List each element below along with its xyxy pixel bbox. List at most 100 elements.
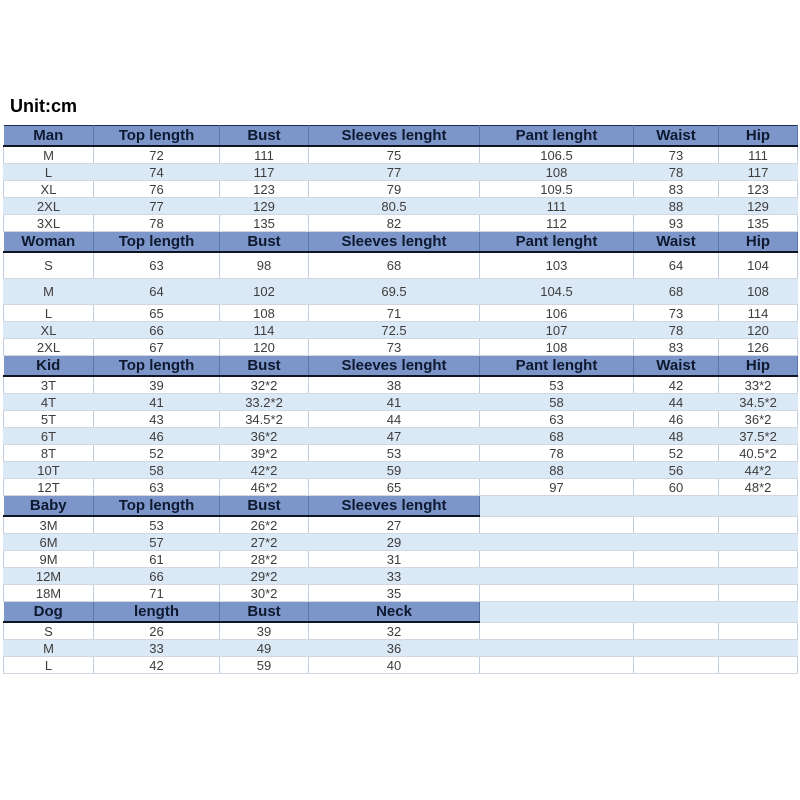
section-header-row-kid: Kid Top length Bust Sleeves lenght Pant leng… [3,355,798,377]
size-label-cell: S [3,622,94,640]
header-filler-cell [479,601,634,623]
table-row-kid-3T: 3T 39 32*2 38 53 42 33*2 [3,376,798,394]
table-row-woman-XL: XL 66 114 72.5 107 78 120 [3,321,798,339]
measurement-cell: 57 [93,533,220,551]
measurement-cell: 106.5 [479,146,634,164]
column-header-man-5: Waist [633,125,719,147]
table-row-dog-M: M 33 49 36 [3,639,798,657]
measurement-cell: 78 [93,214,220,232]
column-header-dog-3: Neck [308,601,480,623]
measurement-cell: 135 [718,214,798,232]
measurement-cell: 53 [479,376,634,394]
measurement-cell: 108 [479,338,634,356]
column-header-man-2: Bust [219,125,309,147]
size-chart-table: Man Top length Bust Sleeves lenght Pant leng… [3,125,798,674]
measurement-cell: 32 [308,622,480,640]
measurement-cell [718,550,798,568]
measurement-cell: 71 [93,584,220,602]
measurement-cell: 111 [718,146,798,164]
measurement-cell [479,567,634,585]
measurement-cell: 126 [718,338,798,356]
measurement-cell [479,533,634,551]
size-label-cell: L [3,163,94,181]
measurement-cell: 72 [93,146,220,164]
measurement-cell [633,622,719,640]
size-label-cell: M [3,278,94,305]
measurement-cell: 77 [93,197,220,215]
measurement-cell: 52 [93,444,220,462]
measurement-cell: 46 [93,427,220,445]
measurement-cell: 120 [718,321,798,339]
measurement-cell: 58 [479,393,634,411]
column-header-baby-1: Top length [93,495,220,517]
measurement-cell: 123 [718,180,798,198]
table-row-kid-10T: 10T 58 42*2 59 88 56 44*2 [3,461,798,479]
measurement-cell: 111 [219,146,309,164]
table-row-woman-S: S 63 98 68 103 64 104 [3,252,798,279]
column-header-dog-2: Bust [219,601,309,623]
measurement-cell: 36 [308,639,480,657]
measurement-cell: 60 [633,478,719,496]
section-title-woman: Woman [3,231,94,253]
measurement-cell: 103 [479,252,634,279]
column-header-baby-2: Bust [219,495,309,517]
size-label-cell: 6T [3,427,94,445]
column-header-kid-5: Waist [633,355,719,377]
measurement-cell: 39 [93,376,220,394]
measurement-cell: 102 [219,278,309,305]
table-row-dog-S: S 26 39 32 [3,622,798,640]
measurement-cell: 83 [633,338,719,356]
size-label-cell: 2XL [3,338,94,356]
measurement-cell: 68 [633,278,719,305]
measurement-cell: 120 [219,338,309,356]
size-label-cell: 5T [3,410,94,428]
header-filler-cell [718,601,798,623]
column-header-man-1: Top length [93,125,220,147]
measurement-cell: 46 [633,410,719,428]
column-header-woman-1: Top length [93,231,220,253]
measurement-cell: 73 [308,338,480,356]
measurement-cell: 97 [479,478,634,496]
size-label-cell: L [3,304,94,322]
measurement-cell: 65 [93,304,220,322]
size-label-cell: M [3,639,94,657]
measurement-cell: 48*2 [718,478,798,496]
header-filler-cell [633,495,719,517]
measurement-cell: 135 [219,214,309,232]
measurement-cell: 64 [93,278,220,305]
size-label-cell: 6M [3,533,94,551]
size-label-cell: 8T [3,444,94,462]
measurement-cell: 41 [93,393,220,411]
measurement-cell: 26 [93,622,220,640]
measurement-cell [479,656,634,674]
measurement-cell: 74 [93,163,220,181]
column-header-kid-3: Sleeves lenght [308,355,480,377]
table-row-kid-8T: 8T 52 39*2 53 78 52 40.5*2 [3,444,798,462]
measurement-cell: 67 [93,338,220,356]
size-label-cell: S [3,252,94,279]
measurement-cell: 109.5 [479,180,634,198]
measurement-cell: 114 [219,321,309,339]
section-title-kid: Kid [3,355,94,377]
size-label-cell: 12M [3,567,94,585]
measurement-cell [633,533,719,551]
measurement-cell: 108 [219,304,309,322]
measurement-cell: 59 [219,656,309,674]
measurement-cell: 42 [633,376,719,394]
measurement-cell [718,584,798,602]
column-header-kid-1: Top length [93,355,220,377]
measurement-cell [633,516,719,534]
header-filler-cell [633,601,719,623]
measurement-cell: 69.5 [308,278,480,305]
measurement-cell: 27 [308,516,480,534]
measurement-cell: 114 [718,304,798,322]
measurement-cell: 39 [219,622,309,640]
column-header-dog-1: length [93,601,220,623]
size-label-cell: 18M [3,584,94,602]
measurement-cell: 68 [479,427,634,445]
measurement-cell [633,639,719,657]
section-header-row-dog: Dog length Bust Neck [3,601,798,623]
unit-label: Unit:cm [10,96,77,116]
column-header-woman-5: Waist [633,231,719,253]
